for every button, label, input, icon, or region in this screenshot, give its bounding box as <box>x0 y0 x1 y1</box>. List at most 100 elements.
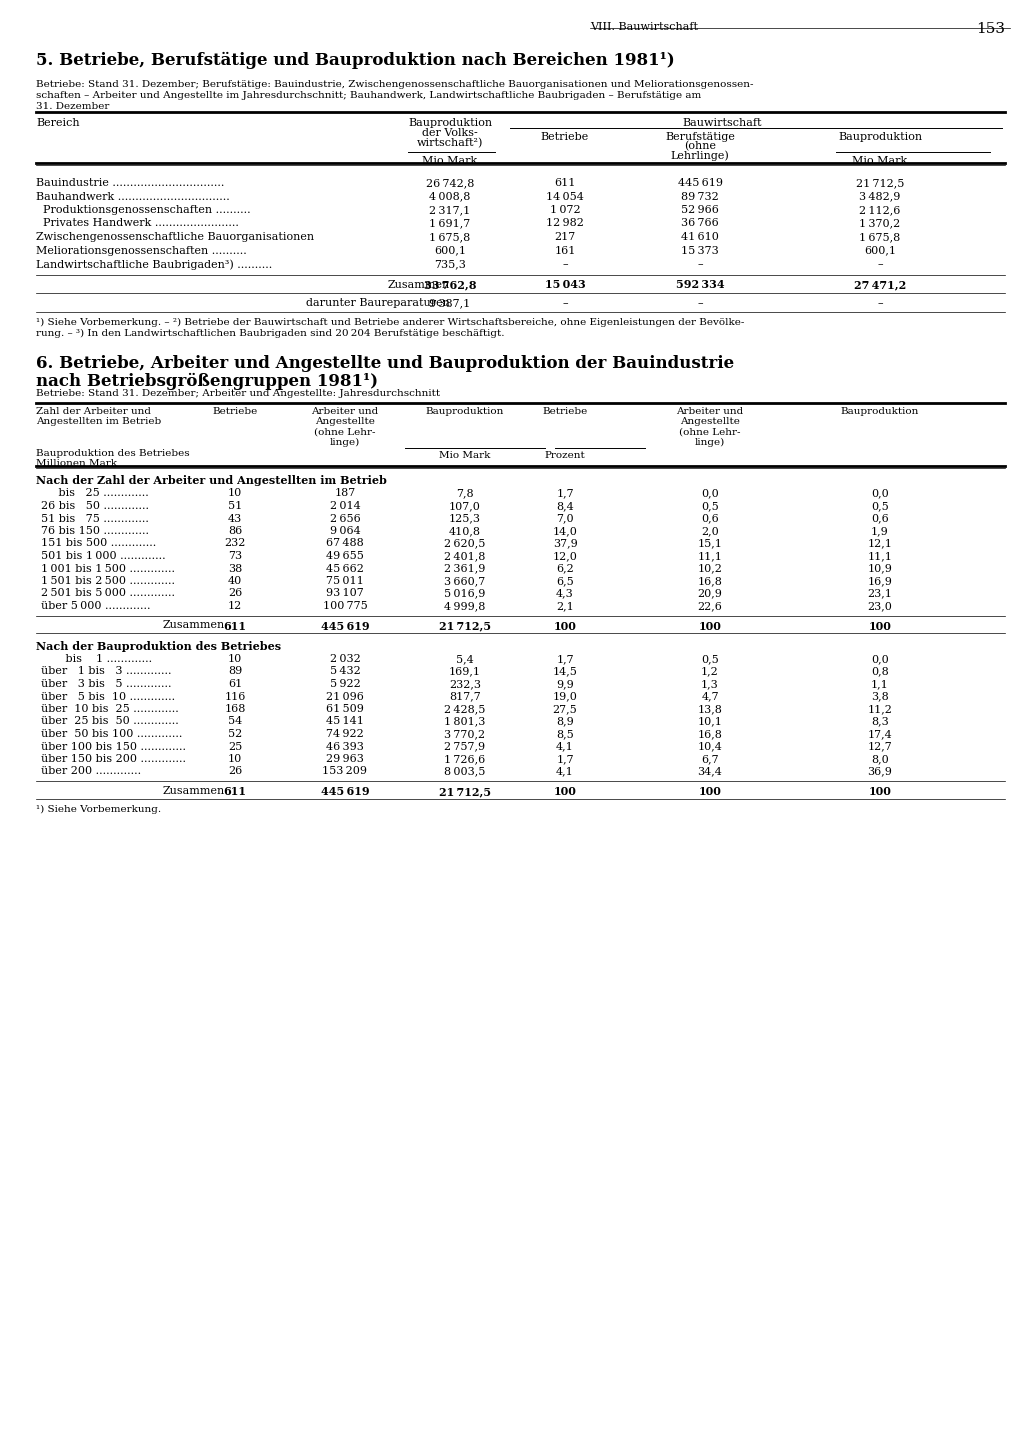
Text: Bauproduktion des Betriebes: Bauproduktion des Betriebes <box>36 449 189 459</box>
Text: 169,1: 169,1 <box>449 667 481 676</box>
Text: 600,1: 600,1 <box>864 245 896 256</box>
Text: über 5 000 .............: über 5 000 ............. <box>41 601 151 611</box>
Text: 6,2: 6,2 <box>556 563 573 573</box>
Text: 1,3: 1,3 <box>701 679 719 689</box>
Text: 2,1: 2,1 <box>556 601 573 611</box>
Text: rung. – ³) In den Landwirtschaftlichen Baubrigaden sind 20 204 Berufstätige besc: rung. – ³) In den Landwirtschaftlichen B… <box>36 328 505 338</box>
Text: 74 922: 74 922 <box>326 729 364 739</box>
Text: 12,0: 12,0 <box>553 552 578 562</box>
Text: 54: 54 <box>228 716 242 726</box>
Text: 1,7: 1,7 <box>556 754 573 764</box>
Text: 100 775: 100 775 <box>323 601 368 611</box>
Text: 4,1: 4,1 <box>556 767 573 777</box>
Text: 61: 61 <box>228 679 242 689</box>
Text: 2 361,9: 2 361,9 <box>444 563 485 573</box>
Text: 2 014: 2 014 <box>330 501 360 511</box>
Text: 46 393: 46 393 <box>326 742 364 751</box>
Text: 5 016,9: 5 016,9 <box>444 589 485 598</box>
Text: 1 501 bis 2 500 .............: 1 501 bis 2 500 ............. <box>41 576 175 586</box>
Text: 1 370,2: 1 370,2 <box>859 218 901 228</box>
Text: 26 bis   50 .............: 26 bis 50 ............. <box>41 501 150 511</box>
Text: 116: 116 <box>224 692 246 702</box>
Text: 1 001 bis 1 500 .............: 1 001 bis 1 500 ............. <box>41 563 175 573</box>
Text: 36 766: 36 766 <box>681 218 719 228</box>
Text: 2 620,5: 2 620,5 <box>444 539 485 549</box>
Text: Prozent: Prozent <box>545 452 586 461</box>
Text: 153 209: 153 209 <box>323 767 368 777</box>
Text: 37,9: 37,9 <box>553 539 578 549</box>
Text: 2 112,6: 2 112,6 <box>859 205 901 215</box>
Text: 17,4: 17,4 <box>867 729 892 739</box>
Text: über 200 .............: über 200 ............. <box>41 767 141 777</box>
Text: 31. Dezember: 31. Dezember <box>36 103 110 111</box>
Text: 8,9: 8,9 <box>556 716 573 726</box>
Text: 43: 43 <box>228 514 242 524</box>
Text: Landwirtschaftliche Baubrigaden³) ..........: Landwirtschaftliche Baubrigaden³) ......… <box>36 258 272 270</box>
Text: 13,8: 13,8 <box>697 705 723 713</box>
Text: 10: 10 <box>228 754 242 764</box>
Text: über 100 bis 150 .............: über 100 bis 150 ............. <box>41 742 186 751</box>
Text: 611: 611 <box>223 786 247 797</box>
Text: 232,3: 232,3 <box>449 679 481 689</box>
Text: 9,9: 9,9 <box>556 679 573 689</box>
Text: 3 660,7: 3 660,7 <box>444 576 485 586</box>
Text: VIII. Bauwirtschaft: VIII. Bauwirtschaft <box>590 22 698 32</box>
Text: Arbeiter und: Arbeiter und <box>311 407 379 416</box>
Text: 1,7: 1,7 <box>556 654 573 664</box>
Text: der Volks-: der Volks- <box>422 129 478 139</box>
Text: 592 334: 592 334 <box>676 280 724 290</box>
Text: 161: 161 <box>554 245 575 256</box>
Text: 27 471,2: 27 471,2 <box>854 280 906 290</box>
Text: 10,1: 10,1 <box>697 716 723 726</box>
Text: Bauproduktion: Bauproduktion <box>838 131 922 142</box>
Text: 86: 86 <box>228 526 242 536</box>
Text: 10: 10 <box>228 654 242 664</box>
Text: 8,4: 8,4 <box>556 501 573 511</box>
Text: 4,3: 4,3 <box>556 589 573 598</box>
Text: (ohne Lehr-: (ohne Lehr- <box>679 427 740 436</box>
Text: 1,1: 1,1 <box>871 679 889 689</box>
Text: 100: 100 <box>698 786 722 797</box>
Text: 16,9: 16,9 <box>867 576 893 586</box>
Text: 21 096: 21 096 <box>326 692 364 702</box>
Text: 817,7: 817,7 <box>450 692 481 702</box>
Text: Zusammen: Zusammen <box>388 280 450 289</box>
Text: 5 432: 5 432 <box>330 667 360 676</box>
Text: 15,1: 15,1 <box>697 539 723 549</box>
Text: (ohne: (ohne <box>684 142 716 152</box>
Text: –: – <box>562 258 568 269</box>
Text: 151 bis 500 .............: 151 bis 500 ............. <box>41 539 157 549</box>
Text: 232: 232 <box>224 539 246 549</box>
Text: 8,3: 8,3 <box>871 716 889 726</box>
Text: ¹) Siehe Vorbemerkung. – ²) Betriebe der Bauwirtschaft und Betriebe anderer Wirt: ¹) Siehe Vorbemerkung. – ²) Betriebe der… <box>36 318 744 326</box>
Text: Nach der Zahl der Arbeiter und Angestellten im Betrieb: Nach der Zahl der Arbeiter und Angestell… <box>36 475 387 487</box>
Text: über   5 bis  10 .............: über 5 bis 10 ............. <box>41 692 175 702</box>
Text: 1,2: 1,2 <box>701 667 719 676</box>
Text: Bauproduktion: Bauproduktion <box>841 407 920 416</box>
Text: Bauindustrie ................................: Bauindustrie ...........................… <box>36 178 224 188</box>
Text: Mio Mark: Mio Mark <box>422 156 477 166</box>
Text: Betriebe: Betriebe <box>543 407 588 416</box>
Text: Mio Mark: Mio Mark <box>852 156 907 166</box>
Text: 100: 100 <box>554 621 577 631</box>
Text: 45 662: 45 662 <box>326 563 364 573</box>
Text: 2 032: 2 032 <box>330 654 360 664</box>
Text: Angestellten im Betrieb: Angestellten im Betrieb <box>36 417 161 426</box>
Text: Betriebe: Stand 31. Dezember; Arbeiter und Angestellte: Jahresdurchschnitt: Betriebe: Stand 31. Dezember; Arbeiter u… <box>36 390 440 399</box>
Text: 0,5: 0,5 <box>871 501 889 511</box>
Text: (ohne Lehr-: (ohne Lehr- <box>314 427 376 436</box>
Text: 0,5: 0,5 <box>701 654 719 664</box>
Text: 14 054: 14 054 <box>546 192 584 202</box>
Text: über 150 bis 200 .............: über 150 bis 200 ............. <box>41 754 186 764</box>
Text: bis   25 .............: bis 25 ............. <box>41 488 148 498</box>
Text: 0,5: 0,5 <box>701 501 719 511</box>
Text: 61 509: 61 509 <box>326 705 364 713</box>
Text: Angestellte: Angestellte <box>680 417 740 426</box>
Text: 15 043: 15 043 <box>545 280 586 290</box>
Text: Bauhandwerk ................................: Bauhandwerk ............................… <box>36 192 229 202</box>
Text: Angestellte: Angestellte <box>315 417 375 426</box>
Text: 100: 100 <box>868 621 892 631</box>
Text: 6,5: 6,5 <box>556 576 573 586</box>
Text: –: – <box>878 258 883 269</box>
Text: Bauproduktion: Bauproduktion <box>408 118 493 129</box>
